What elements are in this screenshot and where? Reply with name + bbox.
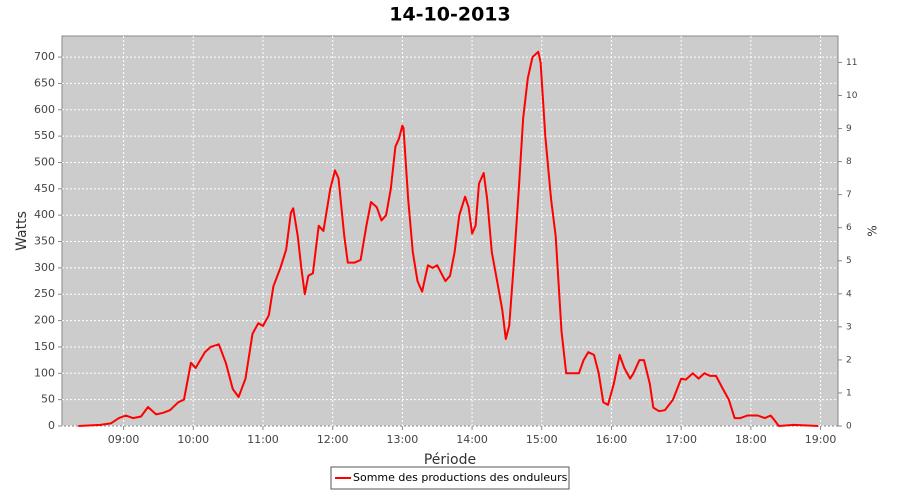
x-tick-label: 17:00 [665, 433, 697, 446]
y-tick-label: 700 [34, 50, 55, 63]
y-tick-label: 200 [34, 314, 55, 327]
x-tick-label: 16:00 [596, 433, 628, 446]
y-tick-label: 650 [34, 76, 55, 89]
y-tick-label: 550 [34, 129, 55, 142]
plot-area [61, 35, 839, 427]
x-tick-label: 15:00 [526, 433, 558, 446]
y-tick-label: 150 [34, 340, 55, 353]
x-tick-label: 18:00 [735, 433, 767, 446]
x-tick-label: 09:00 [108, 433, 140, 446]
y-tick-label: 50 [41, 393, 55, 406]
x-tick-label: 12:00 [317, 433, 349, 446]
legend-label: Somme des productions des onduleurs [353, 471, 568, 484]
y2-tick-label: 10 [846, 91, 858, 101]
x-tick-label: 19:00 [805, 433, 837, 446]
x-tick-label: 11:00 [247, 433, 279, 446]
y-tick-label: 350 [34, 235, 55, 248]
y-tick-label: 600 [34, 103, 55, 116]
x-tick-label: 13:00 [387, 433, 419, 446]
y2-axis-label: % [866, 225, 880, 236]
y-axis-label: Watts [14, 211, 30, 251]
y2-tick-label: 9 [846, 124, 852, 134]
y2-tick-label: 3 [846, 322, 852, 332]
y2-tick-label: 11 [846, 58, 857, 68]
y-tick-label: 100 [34, 366, 55, 379]
chart-title: 14-10-2013 [389, 4, 511, 26]
y2-tick-label: 8 [846, 157, 852, 167]
x-tick-label: 10:00 [177, 433, 209, 446]
y-tick-label: 250 [34, 287, 55, 300]
y2-tick-label: 5 [846, 256, 852, 266]
y2-tick-label: 7 [846, 190, 852, 200]
y-tick-label: 300 [34, 261, 55, 274]
x-tick-label: 14:00 [456, 433, 488, 446]
y-tick-label: 500 [34, 155, 55, 168]
y2-tick-label: 2 [846, 355, 852, 365]
series-line [78, 50, 819, 427]
x-axis-label: Période [424, 452, 476, 468]
y2-tick-label: 6 [846, 223, 852, 233]
y2-tick-label: 1 [846, 388, 852, 398]
y-tick-label: 400 [34, 208, 55, 221]
y-tick-label: 0 [48, 419, 55, 432]
y2-tick-label: 0 [846, 422, 852, 432]
legend-box [330, 466, 570, 490]
y2-tick-label: 4 [846, 289, 852, 299]
y-tick-label: 450 [34, 182, 55, 195]
